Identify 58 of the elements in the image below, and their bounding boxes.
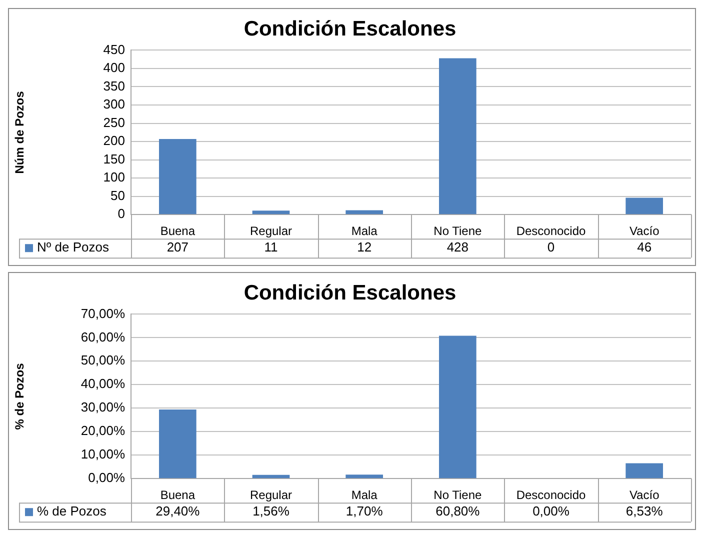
y-tick-label: 250 [103, 114, 125, 130]
data-label: 0 [547, 240, 555, 255]
bar [439, 336, 476, 478]
y-tick-label: 30,00% [80, 400, 126, 415]
chart-title: Condición Escalones [244, 281, 456, 304]
y-tick-label: 50,00% [80, 352, 126, 368]
x-tick-label: Mala [351, 224, 378, 238]
bar [159, 410, 196, 478]
bar [159, 138, 196, 214]
x-tick-label: No Tiene [434, 224, 482, 238]
x-tick-label: Buena [160, 488, 196, 502]
bar [626, 463, 663, 478]
x-tick-label: Regular [250, 488, 292, 502]
y-tick-label: 50 [110, 188, 125, 203]
data-label: 60,80% [436, 504, 480, 519]
x-tick-label: Regular [250, 224, 292, 238]
y-axis-title: % de Pozos [12, 362, 27, 430]
chart-title: Condición Escalones [244, 17, 456, 40]
y-tick-label: 100 [103, 170, 125, 185]
data-label: 6,53% [626, 504, 664, 519]
bar [346, 210, 383, 214]
y-axis-title: Núm de Pozos [12, 90, 27, 174]
data-label: 12 [357, 240, 372, 255]
bar [252, 210, 290, 214]
data-label: 1,56% [252, 504, 290, 519]
x-tick-label: Buena [160, 224, 196, 238]
legend-label: Nº de Pozos [37, 240, 110, 255]
data-label: 207 [166, 240, 189, 255]
y-tick-label: 60,00% [80, 329, 126, 344]
y-tick-label: 20,00% [80, 423, 126, 438]
bar [439, 58, 476, 214]
data-label: 0,00% [532, 504, 570, 519]
y-tick-label: 40,00% [80, 376, 126, 392]
y-tick-label: 300 [103, 96, 125, 112]
y-tick-label: 0,00% [88, 470, 126, 486]
data-label: 46 [637, 240, 652, 255]
bar [626, 198, 663, 214]
y-tick-label: 400 [103, 60, 125, 76]
data-label: 1,70% [346, 504, 384, 519]
y-tick-label: 0 [118, 206, 125, 222]
data-label: 428 [446, 240, 469, 255]
x-tick-label: Desconocido [516, 224, 586, 238]
x-tick-label: Vacío [629, 224, 660, 238]
x-tick-label: Mala [351, 488, 378, 502]
x-tick-label: No Tiene [434, 488, 482, 502]
data-label: 11 [264, 240, 278, 255]
x-tick-label: Desconocido [516, 488, 586, 502]
y-tick-label: 450 [103, 42, 125, 57]
legend-label: % de Pozos [37, 504, 107, 519]
y-tick-label: 200 [103, 133, 125, 148]
y-tick-label: 150 [103, 151, 125, 166]
y-tick-label: 350 [103, 78, 125, 94]
y-tick-label: 10,00% [80, 446, 126, 462]
data-label: 29,40% [156, 504, 200, 519]
bar [252, 474, 290, 478]
bar [346, 474, 383, 478]
y-tick-label: 70,00% [80, 306, 126, 321]
x-tick-label: Vacío [629, 488, 660, 502]
